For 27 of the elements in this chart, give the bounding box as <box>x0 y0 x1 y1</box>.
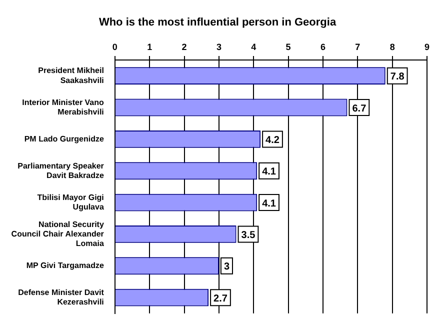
x-tick-label: 8 <box>390 42 395 52</box>
x-tick-label: 7 <box>355 42 360 52</box>
x-tick-label: 2 <box>182 42 187 52</box>
data-label: 3 <box>224 262 230 273</box>
y-tick-label: Tbilisi Mayor Gigi Ugulava <box>37 192 104 212</box>
y-tick-label: National Security Council Chair Alexander Lomaia <box>11 220 104 248</box>
x-tick-label: 5 <box>286 42 291 52</box>
data-label: 4.2 <box>266 134 280 146</box>
y-tick-label: Parliamentary Speaker Davit Bakradze <box>18 161 104 180</box>
data-label: 4.1 <box>262 166 276 178</box>
data-label: 6.7 <box>352 103 367 114</box>
data-label: 4.1 <box>262 198 276 210</box>
chart-title: Who is the most influential person in Georgia <box>98 16 337 29</box>
x-tick-label: 1 <box>147 42 152 52</box>
x-tick-label: 6 <box>320 42 326 52</box>
y-tick-label: MP Givi Targamadze <box>26 261 104 270</box>
x-tick-label: 3 <box>216 42 222 52</box>
x-tick-label: 0 <box>112 42 118 52</box>
data-label: 3.5 <box>241 230 256 241</box>
y-tick-label: PM Lado Gurgenidze <box>24 134 104 144</box>
x-tick-label: 9 <box>424 42 430 52</box>
data-label: 2.7 <box>214 293 228 304</box>
y-tick-label: President Mikheil Saakashvili <box>38 66 104 85</box>
data-label: 7.8 <box>390 72 405 83</box>
y-tick-label: Interior Minister Vano Merabishvili <box>22 98 104 117</box>
x-tick-label: 4 <box>251 42 256 52</box>
y-tick-label: Defense Minister Davit Kezerashvili <box>18 288 104 307</box>
